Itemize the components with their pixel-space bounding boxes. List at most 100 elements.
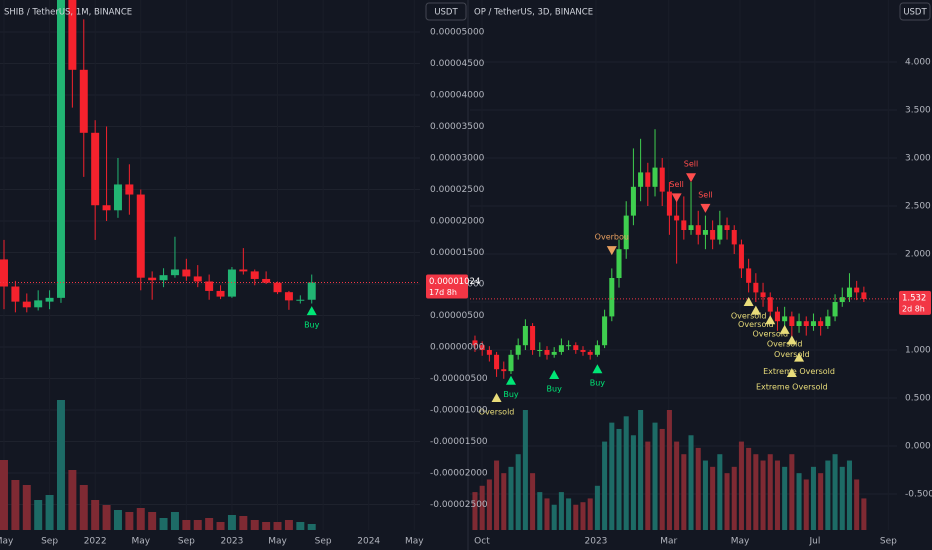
x-tick-label: May <box>731 537 750 547</box>
candle-body <box>273 282 282 293</box>
candle-body <box>56 0 65 298</box>
plot-right: Oversold Buy Buy Buy Overbou Sell Sell Sell Over… <box>470 0 897 530</box>
price-tag-label: 1.532 <box>902 293 926 303</box>
x-tick-label: May <box>0 537 14 547</box>
candle-body <box>789 316 795 327</box>
candle-body <box>702 230 708 235</box>
candle-body <box>472 340 478 346</box>
volume-bar <box>609 422 615 530</box>
volume-bar <box>746 447 752 530</box>
plot-left: Buy <box>0 0 420 530</box>
volume-bar <box>34 500 43 530</box>
volume-bar <box>22 485 31 530</box>
currency-button[interactable] <box>899 2 931 21</box>
volume-bar <box>767 454 773 530</box>
candle-body <box>170 269 179 276</box>
volume-bar <box>68 470 77 530</box>
volume-bar <box>832 454 838 530</box>
candle-body <box>630 186 636 216</box>
volume-bar <box>170 512 179 530</box>
signal-label: Buy <box>304 321 320 330</box>
signal-marker <box>606 246 617 256</box>
volume-bar <box>182 520 191 530</box>
candle-body <box>530 326 536 351</box>
volume-bar <box>666 410 672 530</box>
volume-bar <box>846 460 852 530</box>
candle-body <box>695 225 701 235</box>
currency-label[interactable]: USDT <box>903 8 927 18</box>
y-tick-label: 0.00005000 <box>430 28 485 38</box>
volume-bar <box>0 460 8 530</box>
volume-bar <box>273 522 282 530</box>
y-tick-label: 3.000 <box>905 154 931 164</box>
signal-marker <box>549 369 560 379</box>
y-tick-label: 0.00003000 <box>430 153 485 163</box>
candle-body <box>566 345 572 347</box>
volume-bar <box>724 473 730 530</box>
candle-body <box>832 302 838 317</box>
candle-body <box>0 259 8 287</box>
volume-bar <box>479 485 485 530</box>
candle-body <box>113 184 122 211</box>
candle-body <box>494 354 500 370</box>
candle-body <box>515 345 521 355</box>
countdown-label: 2d 8h <box>902 304 925 313</box>
volume-bar <box>710 466 716 530</box>
candle-body <box>738 244 744 269</box>
y-tick-label: 2.500 <box>905 202 931 212</box>
signal-label: Buy <box>503 390 519 399</box>
candle-body <box>91 132 100 206</box>
currency-button[interactable] <box>425 2 467 21</box>
x-tick-label: Sep <box>41 537 58 547</box>
candle-body <box>205 281 214 291</box>
signal-label: Sell <box>684 160 698 169</box>
volume-bar <box>638 410 644 530</box>
signal-marker <box>743 297 754 307</box>
volume-bar <box>796 473 802 530</box>
y-tick-label: 4.000 <box>905 58 931 68</box>
volume-bar <box>702 460 708 530</box>
candle-body <box>136 194 145 278</box>
candle-body <box>767 297 773 312</box>
candle-body <box>522 326 528 346</box>
signal-marker <box>765 315 776 325</box>
chart-title: OP / TetherUS, 3D, BINANCE <box>474 8 593 18</box>
currency-label[interactable]: USDT <box>434 8 458 18</box>
volume-bar <box>551 504 557 530</box>
volume-bar <box>566 498 572 530</box>
volume-bar <box>486 479 492 530</box>
candle-body <box>846 287 852 298</box>
signal-label: Oversold <box>479 408 515 417</box>
volume-bar <box>113 510 122 530</box>
chart-title: SHIB / TetherUS, 1M, BINANCE <box>4 8 132 18</box>
candle-body <box>558 345 564 352</box>
volume-bar <box>674 441 680 530</box>
signal-label: Oversold <box>731 312 767 321</box>
y-tick-label: 0.00001500 <box>430 248 485 258</box>
volume-bar <box>537 492 543 530</box>
volume-bar <box>307 524 316 530</box>
axes: 0.00005000 0.00004500 0.00004000 0.00003500… <box>0 28 932 547</box>
volume-bar <box>810 466 816 530</box>
countdown-label: 17d 8h <box>429 288 457 297</box>
candle-body <box>486 350 492 355</box>
y-tick-label: -0.00002000 <box>430 468 488 478</box>
signal-marker <box>750 305 761 315</box>
volume-bar <box>594 485 600 530</box>
x-tick-label: 2023 <box>585 537 608 547</box>
volume-bar <box>296 522 305 530</box>
volume-bar <box>508 466 514 530</box>
x-tick-label: May <box>405 537 424 547</box>
candle-body <box>159 275 168 281</box>
volume-bar <box>79 485 88 530</box>
x-tick-label: May <box>268 537 287 547</box>
candle-body <box>688 225 694 231</box>
volume-bar <box>530 473 536 530</box>
price-tag <box>899 290 931 315</box>
candle-body <box>810 321 816 327</box>
candle-body <box>79 69 88 133</box>
x-tick-label: Sep <box>880 537 897 547</box>
signal-label: Oversold <box>767 339 803 348</box>
signal-label: Oversold <box>752 330 788 339</box>
volume-bar <box>825 460 831 530</box>
